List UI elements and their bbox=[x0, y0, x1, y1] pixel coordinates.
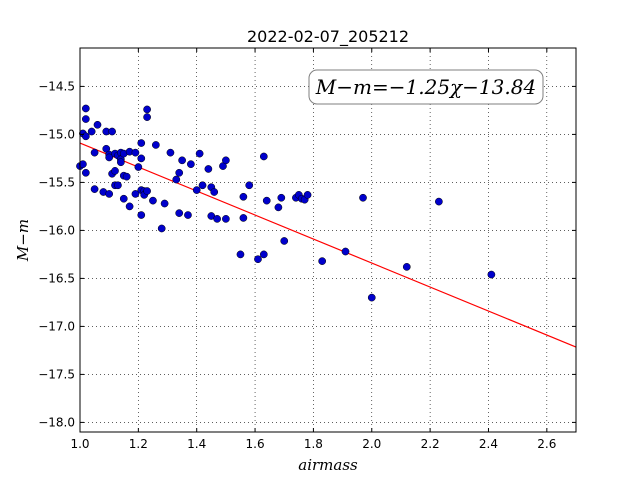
data-point bbox=[175, 209, 184, 217]
data-point bbox=[143, 187, 151, 195]
data-point bbox=[402, 263, 411, 271]
data-point bbox=[81, 168, 90, 177]
data-point bbox=[111, 167, 119, 175]
data-point bbox=[125, 202, 134, 211]
data-point bbox=[239, 192, 248, 201]
data-point bbox=[114, 181, 122, 190]
data-point bbox=[239, 214, 248, 222]
data-point bbox=[81, 104, 90, 113]
data-point bbox=[143, 113, 151, 121]
annotation-text: M−m=−1.25χ−13.84 bbox=[315, 75, 536, 99]
data-point bbox=[166, 148, 175, 157]
data-point bbox=[87, 127, 96, 136]
data-point bbox=[259, 250, 268, 259]
data-point bbox=[204, 165, 213, 173]
data-point bbox=[245, 181, 254, 190]
data-point bbox=[236, 250, 245, 259]
data-point bbox=[143, 105, 151, 114]
data-point bbox=[367, 293, 376, 302]
data-point bbox=[131, 190, 140, 198]
data-point bbox=[137, 139, 146, 147]
data-point bbox=[81, 115, 90, 123]
data-point bbox=[213, 215, 221, 223]
data-point bbox=[90, 185, 99, 193]
data-point bbox=[318, 257, 327, 265]
data-point bbox=[254, 255, 262, 264]
x-tick-label: 1.6 bbox=[246, 437, 265, 451]
data-point bbox=[277, 193, 286, 202]
data-point bbox=[192, 186, 201, 194]
data-point bbox=[175, 168, 184, 177]
data-point bbox=[195, 149, 204, 158]
data-point bbox=[172, 175, 181, 184]
data-point bbox=[160, 199, 169, 208]
data-point bbox=[134, 163, 143, 171]
data-point bbox=[108, 127, 116, 136]
x-tick-label: 1.2 bbox=[129, 437, 148, 451]
data-point bbox=[184, 211, 192, 219]
x-tick-label: 2.4 bbox=[479, 437, 498, 451]
y-tick-label: −16.5 bbox=[38, 271, 75, 285]
plot-frame bbox=[79, 47, 577, 433]
data-point bbox=[359, 193, 367, 202]
y-tick-label: −17.0 bbox=[38, 319, 75, 333]
data-point bbox=[137, 211, 146, 219]
fit-equation-annotation: M−m=−1.25χ−13.84 bbox=[308, 69, 544, 105]
y-tick-label: −15.5 bbox=[38, 175, 75, 189]
data-point bbox=[90, 148, 99, 157]
data-point bbox=[274, 203, 283, 212]
chart-title: 2022-02-07_205212 bbox=[247, 27, 409, 47]
fit-line bbox=[79, 142, 577, 348]
data-point bbox=[157, 224, 166, 233]
y-axis-label: M−m bbox=[14, 219, 32, 262]
x-tick-label: 2.0 bbox=[362, 437, 381, 451]
data-point bbox=[119, 194, 128, 203]
y-tick-label: −15.0 bbox=[38, 127, 75, 141]
y-tick-label: −17.5 bbox=[38, 367, 75, 381]
data-point bbox=[131, 148, 140, 157]
grid bbox=[79, 48, 576, 432]
data-point bbox=[341, 247, 350, 256]
data-point bbox=[280, 237, 289, 245]
annotation-box bbox=[308, 69, 544, 105]
x-tick-label: 1.4 bbox=[187, 437, 206, 451]
data-point bbox=[222, 156, 230, 165]
data-point bbox=[122, 172, 131, 181]
data-points bbox=[76, 104, 496, 302]
x-tick-label: 2.2 bbox=[421, 437, 440, 451]
data-point bbox=[178, 156, 186, 165]
data-point bbox=[137, 154, 146, 163]
data-point bbox=[262, 196, 271, 205]
data-point bbox=[105, 153, 114, 162]
data-point bbox=[79, 160, 87, 169]
data-point bbox=[187, 160, 195, 169]
data-point bbox=[81, 132, 90, 141]
data-point bbox=[152, 141, 160, 149]
data-point bbox=[303, 191, 312, 199]
data-point bbox=[116, 158, 125, 167]
data-point bbox=[210, 188, 219, 196]
data-point bbox=[435, 197, 443, 206]
data-point bbox=[93, 120, 102, 129]
x-axis-label: airmass bbox=[298, 456, 358, 474]
x-tick-label: 2.6 bbox=[537, 437, 556, 451]
data-point bbox=[259, 152, 268, 161]
data-point bbox=[105, 190, 114, 198]
y-tick-label: −14.5 bbox=[38, 79, 75, 93]
ticks: 1.0 1.2 1.4 1.6 1.8 2.0 2.2 2.4 2.6 −14.5 −15.0 −15… bbox=[38, 48, 576, 451]
fit-line-layer bbox=[79, 142, 577, 348]
y-tick-label: −16.0 bbox=[38, 223, 75, 237]
data-point bbox=[487, 270, 496, 279]
x-tick-label: 1.0 bbox=[70, 437, 89, 451]
y-tick-label: −18.0 bbox=[38, 415, 75, 429]
x-tick-label: 1.8 bbox=[304, 437, 323, 451]
data-point bbox=[198, 181, 207, 190]
data-point bbox=[149, 196, 157, 205]
data-point bbox=[222, 215, 230, 223]
